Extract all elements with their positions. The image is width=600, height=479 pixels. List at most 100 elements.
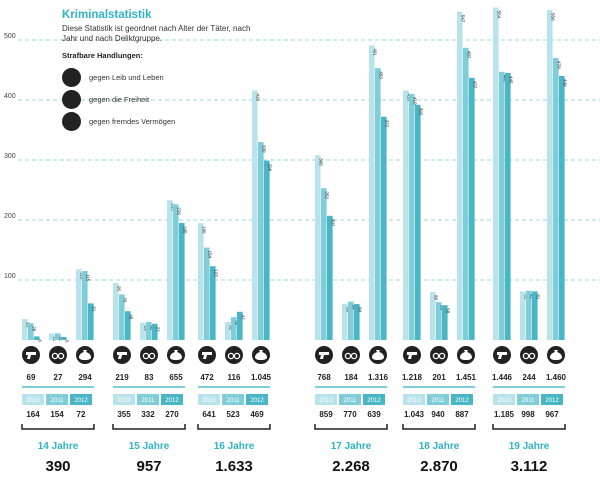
chart-subtitle: Diese Statistik ist geordnet nach Alter …: [62, 24, 251, 43]
legend-label: gegen fremdes Vermögen: [89, 116, 176, 126]
bar: [499, 71, 505, 341]
year-tab-label: 2010: [319, 398, 333, 404]
legend-item-vermoegen: gegen fremdes Vermögen: [62, 111, 175, 131]
age-group-total: 2.870: [420, 458, 458, 475]
handcuffs-icon-ring: [57, 352, 65, 360]
bar: [173, 204, 179, 340]
category-sum-label: 219: [115, 373, 129, 382]
bar: [526, 290, 532, 340]
handcuffs-icon-ring: [438, 352, 446, 360]
year-total-label: 1.043: [404, 410, 425, 419]
bar: [375, 68, 381, 340]
bar-value-label: 58: [446, 308, 451, 314]
category-sum-label: 294: [78, 373, 92, 382]
year-tab: [541, 394, 563, 405]
year-tab-label: 2011: [142, 398, 156, 404]
bar-value-label: 60: [358, 307, 363, 313]
year-total-label: 355: [117, 410, 131, 419]
bar: [28, 323, 34, 340]
year-tab-label: 2012: [165, 398, 179, 404]
bar-value-label: 416: [256, 93, 261, 101]
group-bracket: [314, 424, 388, 430]
money-bag-icon-shape: [79, 350, 91, 360]
bar: [547, 10, 553, 340]
group-bracket: [21, 424, 95, 430]
year-tab-label: 2010: [26, 398, 40, 404]
bar-value-label: 27: [156, 327, 161, 333]
bar-value-label: 392: [419, 108, 424, 116]
category-sum-label: 83: [145, 373, 154, 382]
bar-value-label: 195: [183, 226, 188, 234]
category-sum-label: 1.218: [402, 373, 423, 382]
year-tab: [161, 394, 183, 405]
year-total-label: 270: [165, 410, 179, 419]
category-sum-label: 1.451: [456, 373, 477, 382]
bar: [415, 104, 421, 340]
year-tab: [403, 394, 425, 405]
bar: [113, 283, 119, 340]
gun-icon: [62, 67, 81, 87]
bar: [469, 77, 475, 341]
year-total-label: 859: [319, 410, 333, 419]
bar-value-label: 440: [563, 79, 568, 87]
group-underline: [198, 386, 270, 388]
category-sum-label: 1.045: [251, 373, 272, 382]
bar-value-label: 491: [373, 48, 378, 56]
money-bag-icon-shape: [170, 350, 182, 360]
handcuffs-icon-ring: [227, 352, 235, 360]
category-sum-label: 69: [27, 373, 36, 382]
bar: [409, 94, 415, 340]
bar: [167, 200, 173, 340]
year-total-label: 523: [226, 410, 240, 419]
year-tab: [339, 394, 361, 405]
y-tick-label: 500: [4, 33, 16, 40]
bar: [532, 291, 538, 340]
group-bracket: [112, 424, 186, 430]
year-tab: [113, 394, 135, 405]
category-sum-label: 1.460: [546, 373, 567, 382]
bar: [258, 142, 264, 340]
year-tab-label: 2011: [522, 398, 536, 404]
bar: [198, 223, 204, 340]
group-underline: [113, 386, 185, 388]
bar-value-label: 115: [86, 274, 91, 282]
chart-title: Kriminalstatistik: [62, 9, 152, 21]
bar-value-label: 410: [413, 97, 418, 105]
bar-value-label: 123: [214, 269, 219, 277]
bar-value-label: 308: [319, 158, 324, 166]
bar: [252, 90, 258, 341]
money-bag-icon-shape: [550, 350, 562, 360]
handcuffs-icon-ring: [142, 352, 150, 360]
bar: [76, 269, 82, 340]
year-total-label: 770: [343, 410, 357, 419]
bar: [119, 294, 125, 340]
year-total-label: 641: [202, 410, 216, 419]
year-total-label: 639: [367, 410, 381, 419]
bar: [430, 292, 436, 340]
group-bracket: [492, 424, 566, 430]
age-group-label: 17 Jahre: [331, 441, 372, 452]
bar-value-label: 330: [262, 145, 267, 153]
category-sum-label: 184: [344, 373, 358, 382]
bar: [231, 317, 237, 340]
bar-value-label: 6: [38, 339, 43, 342]
gun-icon-shape: [117, 352, 127, 359]
year-tab: [427, 394, 449, 405]
category-sum-label: 201: [432, 373, 446, 382]
handcuffs-icon-ring: [528, 352, 536, 360]
bar: [493, 7, 499, 340]
year-tab-label: 2010: [117, 398, 131, 404]
bar: [88, 303, 94, 340]
bar-value-label: 47: [241, 315, 246, 321]
money-bag-icon: [62, 111, 81, 131]
year-tab: [222, 394, 244, 405]
handcuffs-icon-ring: [350, 352, 358, 360]
bar: [22, 319, 28, 340]
year-total-label: 332: [141, 410, 155, 419]
year-total-label: 967: [545, 410, 559, 419]
bar: [369, 45, 375, 341]
legend-label: gegen die Freiheit: [89, 94, 150, 104]
year-tab: [517, 394, 539, 405]
year-tab-label: 2010: [407, 398, 421, 404]
age-group-label: 19 Jahre: [509, 441, 550, 452]
